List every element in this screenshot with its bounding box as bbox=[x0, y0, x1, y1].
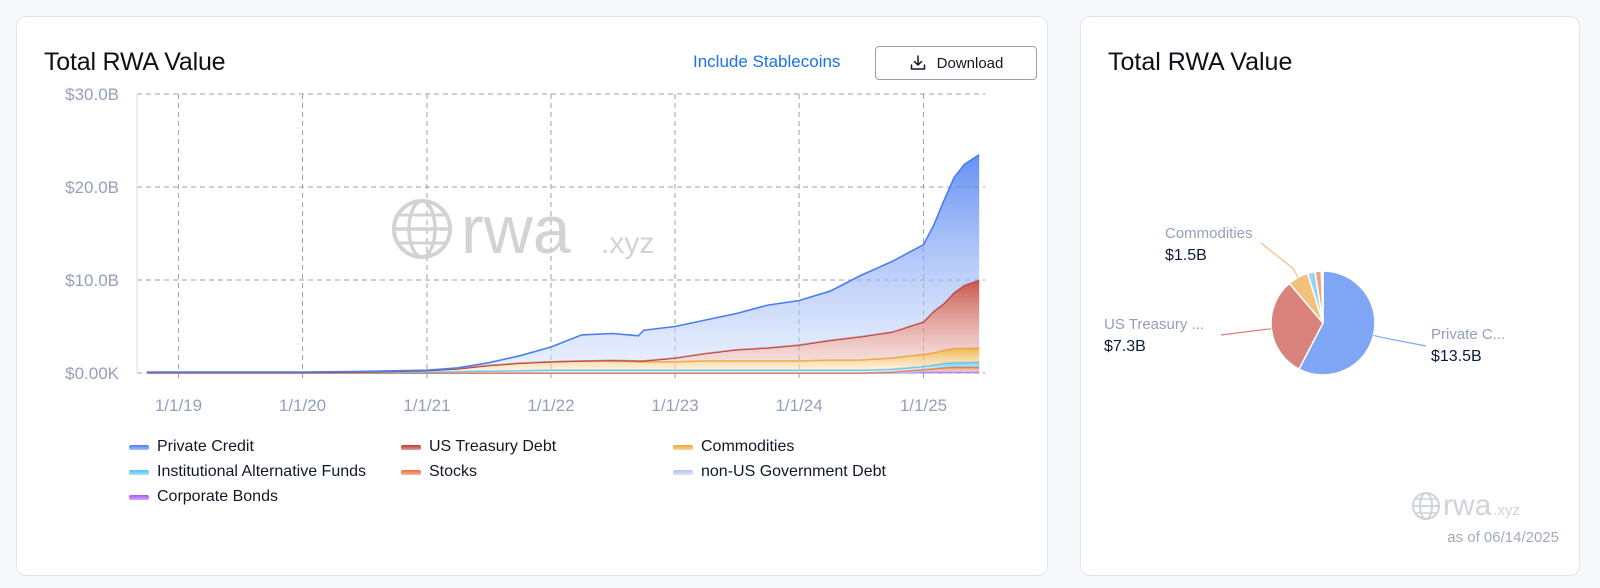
x-tick-label: 1/1/20 bbox=[279, 396, 326, 415]
globe-icon bbox=[1412, 492, 1440, 520]
legend-label: Stocks bbox=[429, 463, 478, 480]
watermark-text: rwa bbox=[461, 192, 571, 268]
pie-title: Total RWA Value bbox=[1108, 48, 1293, 76]
legend-swatch bbox=[129, 494, 149, 500]
download-button[interactable]: Download bbox=[875, 46, 1037, 80]
x-tick-label: 1/1/21 bbox=[403, 396, 450, 415]
pie-leader-line bbox=[1260, 242, 1299, 278]
x-tick-label: 1/1/22 bbox=[527, 396, 574, 415]
include-stablecoins-link[interactable]: Include Stablecoins bbox=[693, 52, 841, 71]
pie-label-value: $7.3B bbox=[1104, 338, 1146, 355]
logo-text: rwa bbox=[1443, 489, 1492, 522]
legend-item-institutional_alt[interactable]: Institutional Alternative Funds bbox=[129, 463, 366, 481]
pie-label-value: $13.5B bbox=[1431, 348, 1482, 365]
page-title: Total RWA Value bbox=[44, 48, 226, 76]
legend-label: Private Credit bbox=[157, 438, 254, 455]
x-tick-label: 1/1/19 bbox=[155, 396, 202, 415]
watermark: rwa .xyz bbox=[392, 192, 654, 268]
pie-card: Total RWA Value Private C... $13.5B US Tre… bbox=[1080, 16, 1580, 576]
legend-item-non_us_gov[interactable]: non-US Government Debt bbox=[673, 463, 886, 481]
rwa-logo: rwa .xyz bbox=[1411, 489, 1520, 523]
legend-label: Corporate Bonds bbox=[157, 488, 278, 505]
legend-item-us_treasury[interactable]: US Treasury Debt bbox=[401, 438, 556, 456]
download-label: Download bbox=[936, 54, 1004, 72]
pie-slice bbox=[1270, 282, 1324, 371]
y-tick-label: $30.0B bbox=[65, 85, 119, 104]
pie-label-name: US Treasury ... bbox=[1104, 316, 1204, 333]
legend-item-private_credit[interactable]: Private Credit bbox=[129, 438, 254, 456]
pie-slice bbox=[1320, 270, 1324, 324]
pie-leader-line bbox=[1220, 328, 1272, 336]
legend-swatch bbox=[401, 444, 421, 450]
x-tick-label: 1/1/25 bbox=[900, 396, 947, 415]
as-of-date: as of 06/14/2025 bbox=[1447, 529, 1559, 546]
pie-label-name: Private C... bbox=[1431, 326, 1505, 343]
legend-swatch bbox=[673, 444, 693, 450]
legend-label: Commodities bbox=[701, 438, 795, 455]
y-tick-label: $10.0B bbox=[65, 271, 119, 290]
logo-suffix: .xyz bbox=[1493, 502, 1521, 519]
pie-leader-line bbox=[1373, 334, 1427, 347]
area-commodities bbox=[147, 348, 980, 373]
legend-swatch bbox=[401, 469, 421, 475]
pie-chart: Private C... $13.5B US Treasury ... $7.3B Co… bbox=[1104, 225, 1505, 376]
x-tick-label: 1/1/24 bbox=[775, 396, 822, 415]
download-icon bbox=[910, 55, 925, 70]
legend-item-corporate_bonds[interactable]: Corporate Bonds bbox=[129, 488, 278, 506]
line-private_credit bbox=[147, 154, 980, 373]
legend-item-commodities[interactable]: Commodities bbox=[673, 438, 794, 456]
area-us_treasury bbox=[147, 280, 980, 373]
x-tick-label: 1/1/23 bbox=[651, 396, 698, 415]
pie-label-value: $1.5B bbox=[1165, 247, 1207, 264]
area-private_credit bbox=[147, 154, 980, 373]
y-tick-label: $0.00K bbox=[65, 364, 120, 383]
stacked-area-card: Total RWA Value Include Stablecoins Down… bbox=[16, 16, 1048, 576]
legend-swatch bbox=[673, 469, 693, 475]
watermark-suffix: .xyz bbox=[601, 227, 654, 260]
y-tick-label: $20.0B bbox=[65, 178, 119, 197]
pie-slice bbox=[1297, 270, 1376, 376]
legend-label: non-US Government Debt bbox=[701, 463, 886, 480]
legend-swatch bbox=[129, 444, 149, 450]
stacked-area-chart: $0.00K $10.0B $20.0B $30.0B 1/1/19 1/1/20 1/1/… bbox=[65, 85, 985, 415]
legend-label: Institutional Alternative Funds bbox=[157, 463, 367, 480]
legend-label: US Treasury Debt bbox=[429, 438, 557, 455]
pie-label-name: Commodities bbox=[1165, 225, 1253, 242]
legend-item-stocks[interactable]: Stocks bbox=[401, 463, 477, 481]
legend-swatch bbox=[129, 469, 149, 475]
